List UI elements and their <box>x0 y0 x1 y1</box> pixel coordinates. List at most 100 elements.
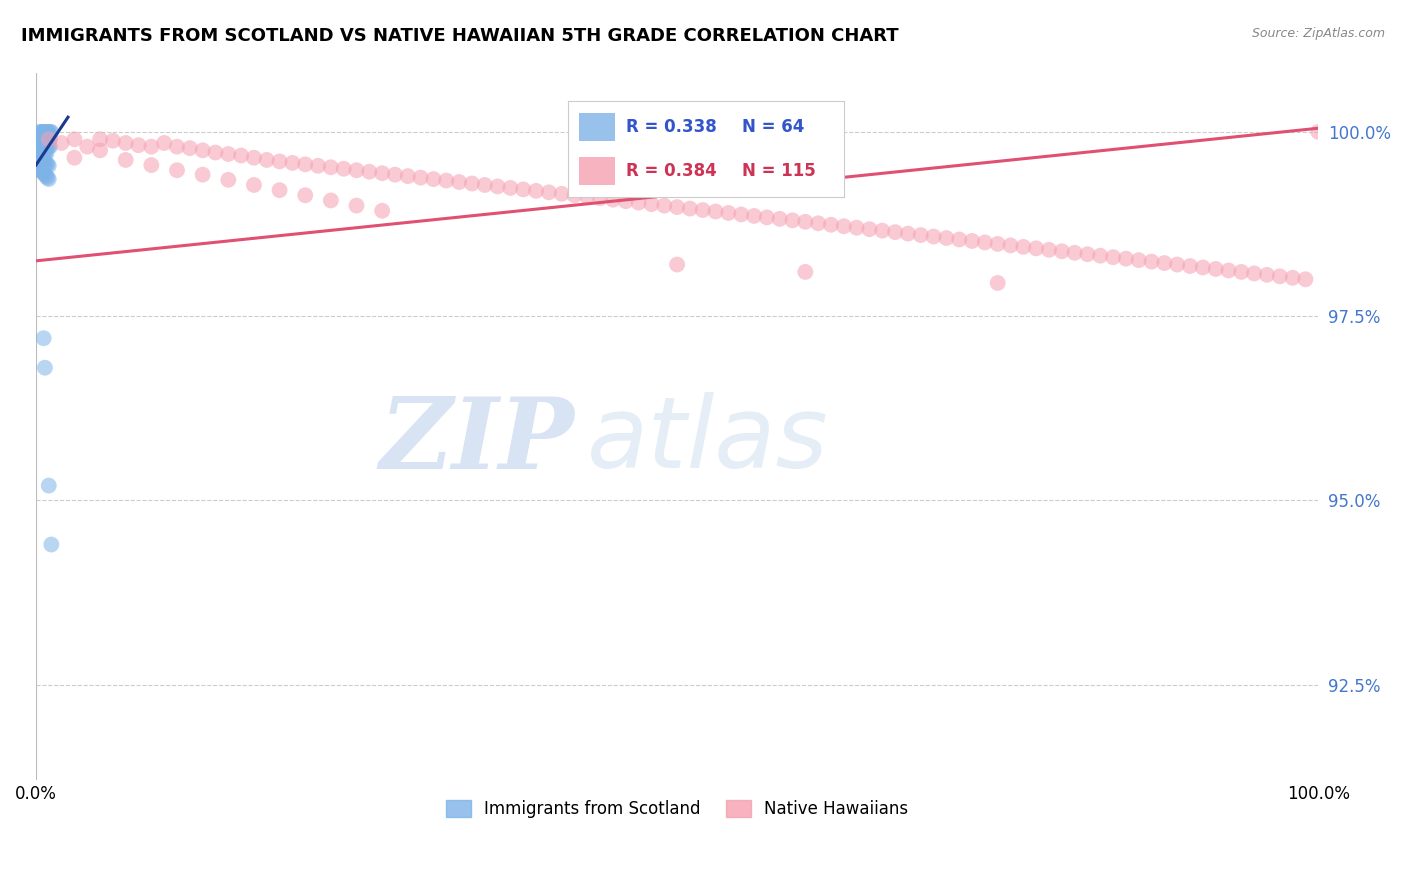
Point <box>1178 259 1201 273</box>
Point <box>1256 268 1278 282</box>
Point <box>30 163 52 178</box>
Point <box>243 151 266 165</box>
Point <box>39 125 62 139</box>
Point <box>1128 253 1150 268</box>
Point <box>922 229 945 244</box>
Point <box>319 194 342 208</box>
Point <box>256 153 278 167</box>
Point <box>41 537 63 551</box>
Point <box>34 139 56 153</box>
Point <box>141 139 163 153</box>
Point <box>1050 244 1073 259</box>
Point <box>807 216 830 230</box>
Point <box>294 188 316 202</box>
Point <box>31 147 53 161</box>
Point <box>396 169 419 183</box>
Point <box>37 125 59 139</box>
Point <box>755 211 778 225</box>
Point <box>128 138 150 153</box>
Point <box>38 139 60 153</box>
Point <box>191 168 214 182</box>
Point <box>30 151 52 165</box>
Point <box>845 220 868 235</box>
Point <box>960 234 983 248</box>
Point <box>32 156 55 170</box>
Point <box>191 144 214 158</box>
Text: atlas: atlas <box>588 392 830 490</box>
Point <box>32 331 55 345</box>
Point <box>910 228 932 243</box>
Point <box>782 213 804 227</box>
Point <box>730 207 752 221</box>
Point <box>371 166 394 180</box>
Point <box>1153 256 1175 270</box>
Point <box>32 132 55 146</box>
Point <box>346 198 368 212</box>
Point <box>704 204 727 219</box>
Point <box>32 139 55 153</box>
Point <box>34 360 56 375</box>
Point <box>63 151 86 165</box>
Point <box>872 224 894 238</box>
Point <box>486 179 509 194</box>
Point <box>1281 270 1303 285</box>
Point <box>1076 247 1098 261</box>
Point <box>384 168 406 182</box>
Point <box>38 478 60 492</box>
Text: ZIP: ZIP <box>380 392 575 489</box>
Point <box>948 232 970 246</box>
Point <box>34 168 56 182</box>
Point <box>935 231 957 245</box>
Point <box>35 147 58 161</box>
Point <box>243 178 266 192</box>
Point <box>35 139 58 153</box>
Point <box>794 215 817 229</box>
Point <box>858 222 880 236</box>
Point <box>28 147 51 161</box>
Point <box>27 139 49 153</box>
Point <box>28 161 51 176</box>
Point <box>37 139 59 153</box>
Point <box>51 136 73 150</box>
Point <box>1140 254 1163 268</box>
Point <box>35 169 58 183</box>
Point <box>37 170 59 185</box>
Point <box>666 258 689 272</box>
Point <box>34 132 56 146</box>
Point <box>692 202 714 217</box>
Point <box>30 125 52 139</box>
Point <box>1230 265 1253 279</box>
Point <box>449 175 471 189</box>
Point <box>31 154 53 169</box>
Point <box>39 132 62 146</box>
Point <box>153 136 176 150</box>
Point <box>1025 241 1047 255</box>
Point <box>1012 240 1035 254</box>
Point <box>627 195 650 210</box>
Point <box>141 158 163 172</box>
Point <box>820 218 842 232</box>
Point <box>576 190 599 204</box>
Point <box>1308 125 1330 139</box>
Point <box>38 132 60 146</box>
Point <box>28 125 51 139</box>
Point <box>30 147 52 161</box>
Point <box>38 125 60 139</box>
Point <box>31 125 53 139</box>
Point <box>101 134 124 148</box>
Point <box>37 157 59 171</box>
Point <box>27 154 49 169</box>
Point <box>27 161 49 176</box>
Point <box>832 219 855 234</box>
Point <box>332 161 354 176</box>
Point <box>346 163 368 178</box>
Point <box>34 125 56 139</box>
Point <box>32 147 55 161</box>
Point <box>884 225 907 239</box>
Point <box>307 159 329 173</box>
Point <box>973 235 995 250</box>
Point <box>37 132 59 146</box>
Point <box>717 206 740 220</box>
Point <box>474 178 496 192</box>
Point <box>28 139 51 153</box>
